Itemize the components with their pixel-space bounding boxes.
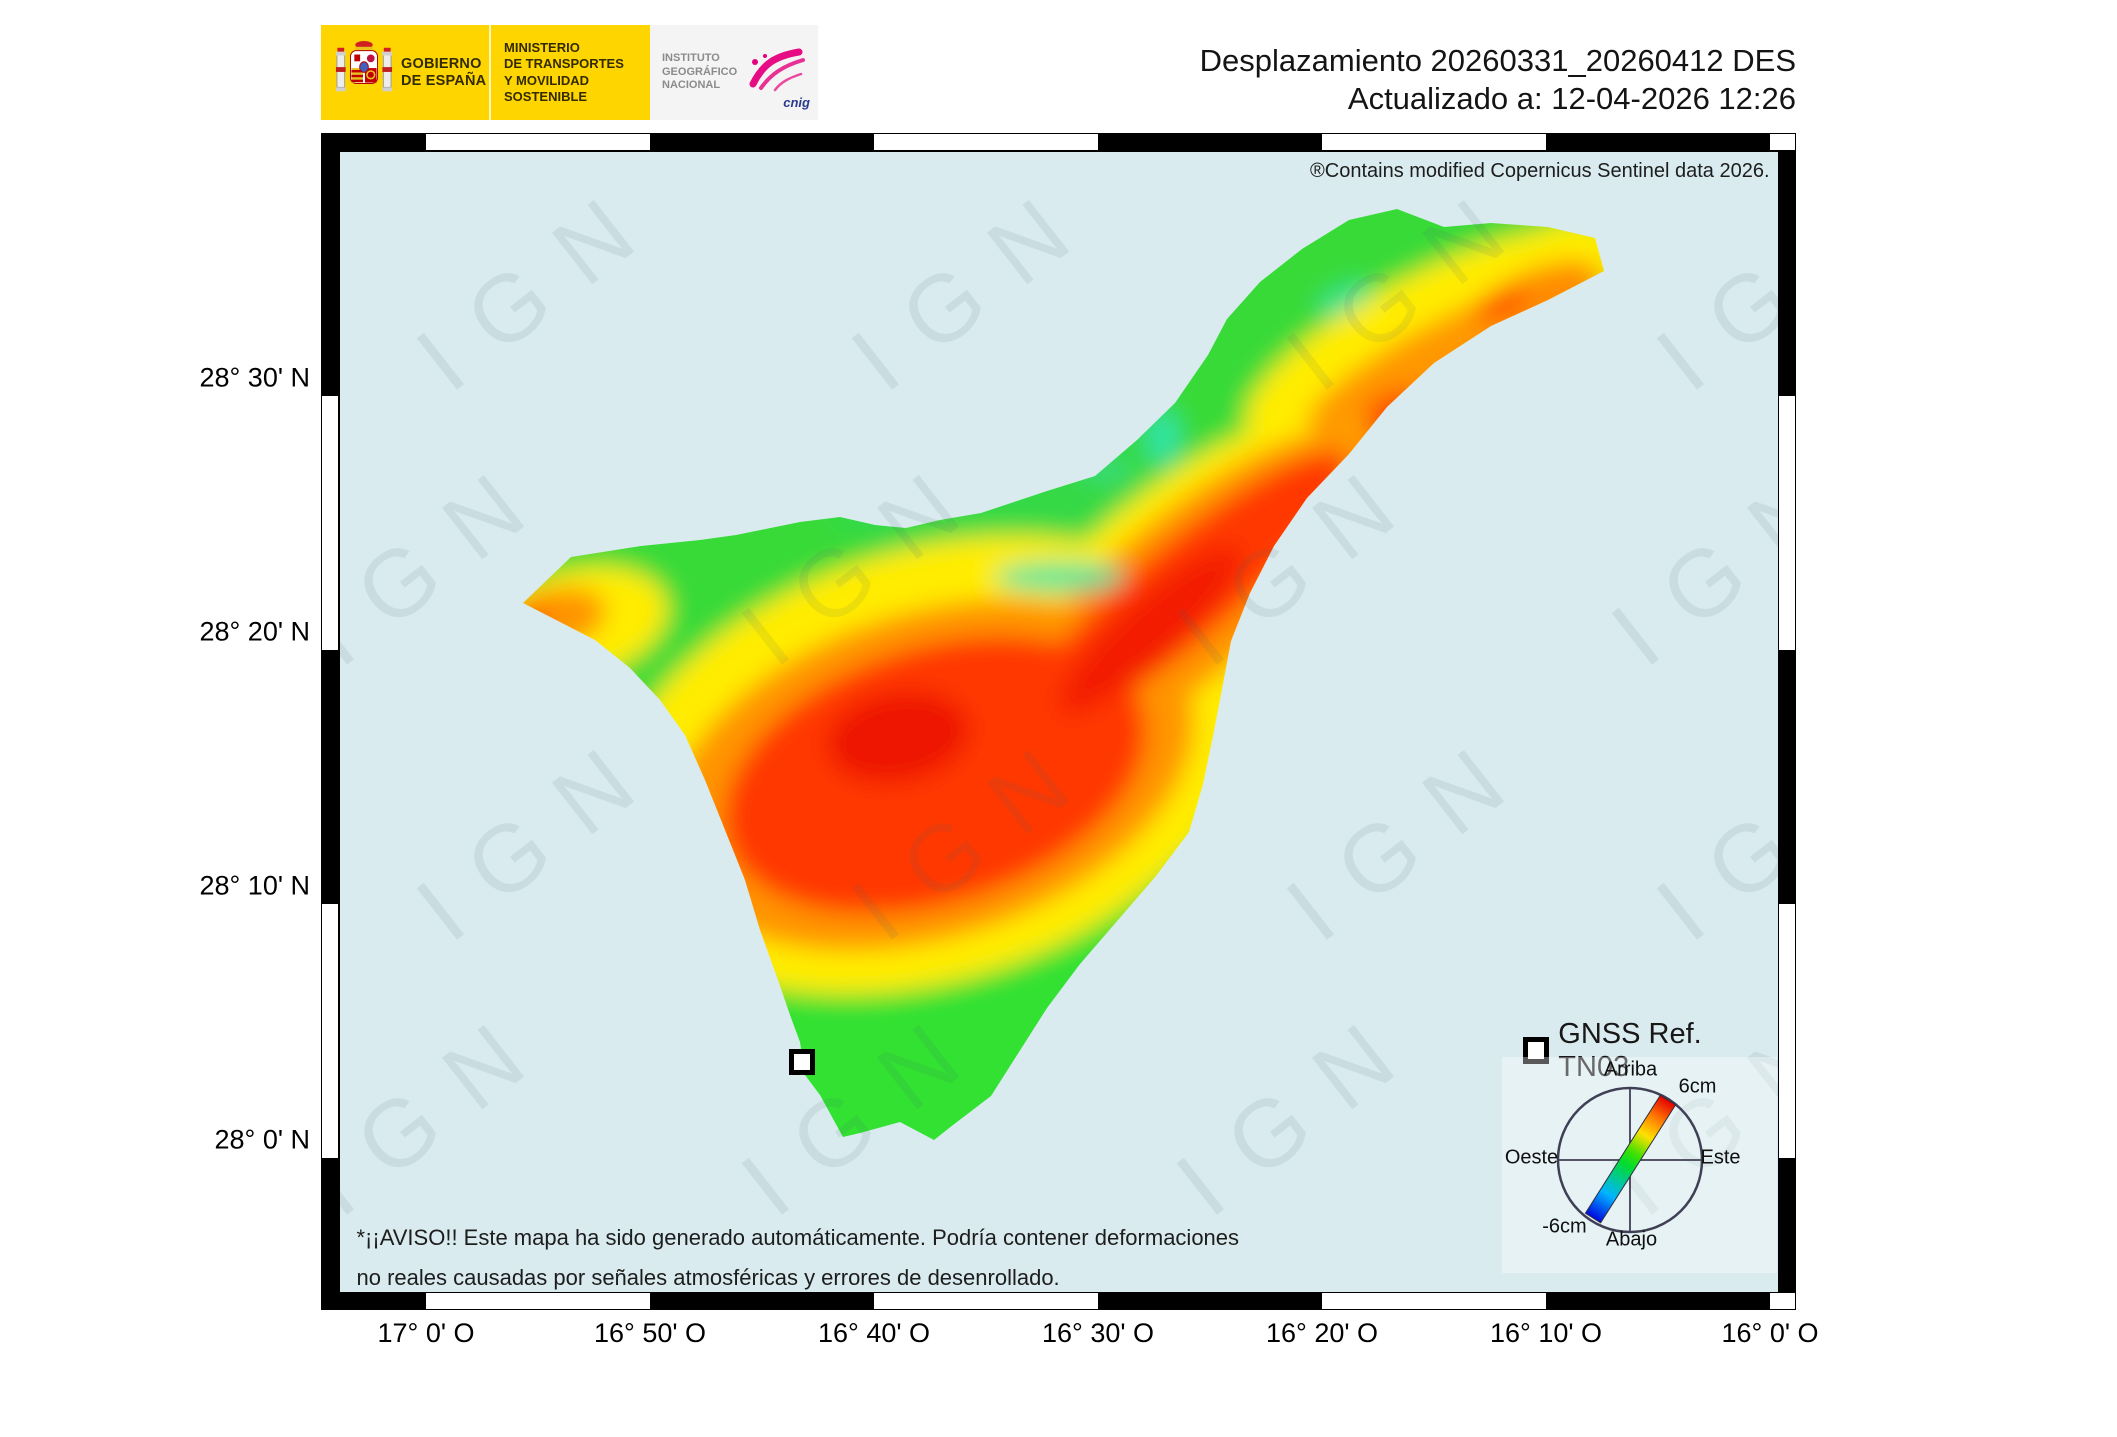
gobierno-logo-section: GOBIERNO DE ESPAÑA [321, 25, 489, 120]
lat-label-28-20: 28° 20' N [199, 616, 310, 647]
map-frame: IGN IGN IGN IGN IGN IGN IGN IGN IGN IGN … [321, 133, 1796, 1310]
compass-max-label: 6cm [1678, 1075, 1717, 1097]
spain-coat-of-arms-icon [335, 38, 393, 107]
ign-line2: GEOGRÁFICO [662, 65, 738, 78]
auto-generation-warning: *¡¡AVISO!! Este mapa ha sido generado au… [357, 1218, 1240, 1292]
ministerio-line2: DE TRANSPORTES [504, 56, 624, 71]
ign-institute-text: INSTITUTO GEOGRÁFICO NACIONAL [662, 52, 737, 93]
ministerio-logo-section: MINISTERIO DE TRANSPORTES Y MOVILIDAD SO… [489, 25, 650, 120]
lat-label-28-30: 28° 30' N [199, 362, 310, 393]
gnss-square-icon [1522, 1037, 1550, 1064]
lon-label-17-0: 17° 0' O [377, 1318, 475, 1348]
gnss-legend-label: GNSS Ref. TN03 [1558, 1017, 1702, 1083]
ministerio-text: MINISTERIO DE TRANSPORTES Y MOVILIDAD SO… [504, 40, 650, 106]
ign-logo-section: INSTITUTO GEOGRÁFICO NACIONAL cnig [650, 25, 818, 120]
lat-label-28-10: 28° 10' N [199, 870, 310, 901]
lon-label-16-10: 16° 10' O [1489, 1318, 1603, 1348]
map-canvas: IGN IGN IGN IGN IGN IGN IGN IGN IGN IGN … [339, 151, 1778, 1292]
lon-label-16-50: 16° 50' O [593, 1318, 707, 1348]
displacement-compass-legend: Arriba Abajo Oeste Este 6cm -6cm [1501, 1056, 1777, 1273]
lon-label-16-30: 16° 30' O [1041, 1318, 1155, 1348]
map-title: Desplazamiento 20260331_20260412 DES [1199, 43, 1796, 78]
lon-label-16-0: 16° 0' O [1721, 1318, 1819, 1348]
ign-line1: INSTITUTO [662, 52, 720, 65]
compass-graphic [1556, 1086, 1703, 1233]
gobierno-text: GOBIERNO DE ESPAÑA [401, 56, 486, 90]
ign-brush-logo-icon [745, 44, 809, 101]
gobierno-line1: GOBIERNO [401, 55, 482, 72]
compass-min-label: -6cm [1542, 1215, 1587, 1237]
gnss-station-marker [788, 1048, 815, 1075]
lat-label-28-0: 28° 0' N [214, 1124, 310, 1155]
warning-line1: *¡¡AVISO!! Este mapa ha sido generado au… [356, 1224, 1240, 1250]
neatline-right [1778, 151, 1795, 1292]
government-logo-banner: GOBIERNO DE ESPAÑA MINISTERIO DE TRANSPO… [321, 25, 818, 120]
warning-line2: no reales causadas por señales atmosféri… [356, 1264, 1060, 1290]
compass-down-label: Abajo [1605, 1228, 1658, 1250]
gobierno-line2: DE ESPAÑA [401, 72, 487, 89]
compass-up-label: Arriba [1603, 1058, 1658, 1080]
compass-right-label: Este [1700, 1146, 1741, 1168]
lon-label-16-40: 16° 40' O [817, 1318, 931, 1348]
map-updated-timestamp: Actualizado a: 12-04-2026 12:26 [1347, 81, 1796, 116]
ign-line3: NACIONAL [662, 79, 721, 92]
neatline-left [322, 151, 339, 1292]
ministerio-line1: MINISTERIO [504, 39, 580, 55]
tenerife-displacement-raster [522, 208, 1604, 1140]
compass-left-label: Oeste [1504, 1146, 1559, 1168]
copernicus-credit: ®Contains modified Copernicus Sentinel d… [1310, 159, 1770, 182]
cnig-wordmark: cnig [783, 95, 810, 110]
ministerio-line3: Y MOVILIDAD SOSTENIBLE [504, 72, 589, 105]
gnss-legend: GNSS Ref. TN03 [1522, 1017, 1778, 1084]
neatline-bottom [322, 1292, 1795, 1309]
lon-label-16-20: 16° 20' O [1265, 1318, 1379, 1348]
neatline-top [322, 134, 1795, 151]
map-title-block: Desplazamiento 20260331_20260412 DES Act… [1200, 42, 1796, 118]
